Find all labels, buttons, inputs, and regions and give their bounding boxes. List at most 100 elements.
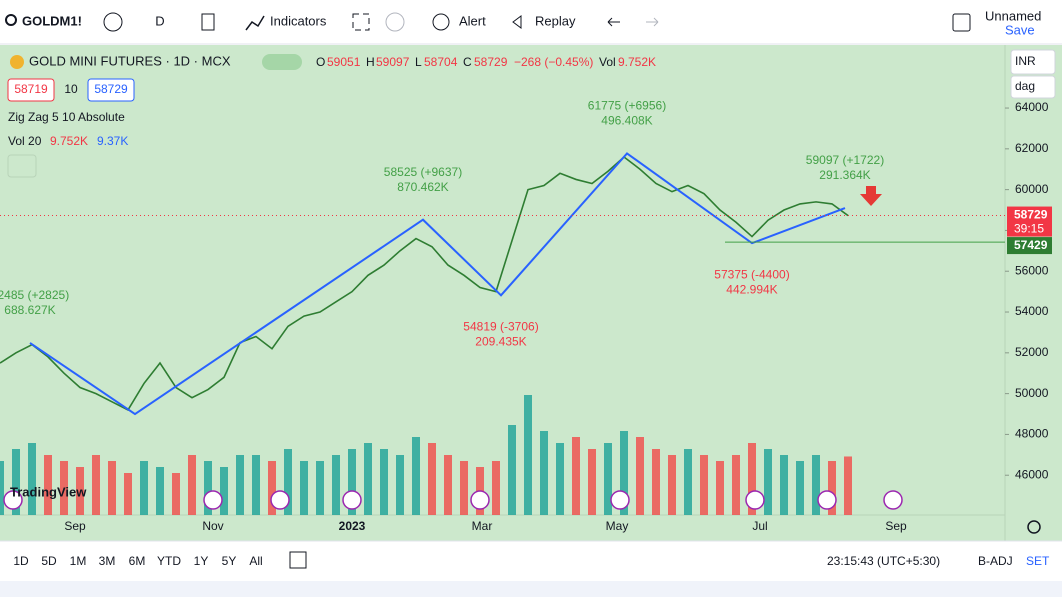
volume-bar	[492, 461, 500, 515]
alert[interactable]: Alert	[459, 13, 486, 28]
toolbar	[0, 0, 1062, 44]
zigzag-label: 57375 (-4400)	[714, 267, 789, 281]
close-label: C	[463, 55, 472, 69]
settings-icon[interactable]	[1027, 520, 1041, 534]
price-line	[0, 155, 849, 411]
volume-bar	[156, 467, 164, 515]
high: 59097	[376, 55, 410, 69]
range-button[interactable]: All	[249, 554, 262, 568]
vol-label: Vol	[599, 55, 616, 69]
currency[interactable]: INR	[1015, 54, 1036, 68]
logo: TradingView	[10, 484, 87, 499]
goto-date[interactable]	[289, 551, 307, 569]
event-icon[interactable]	[270, 490, 290, 510]
zigzag-label: 61775 (+6956)	[588, 99, 666, 113]
ask-box[interactable]	[87, 78, 135, 102]
mode[interactable]: dag	[1015, 79, 1035, 93]
y-tick-label: 46000	[1015, 467, 1049, 481]
event-icon[interactable]	[470, 490, 490, 510]
symbol[interactable]: GOLDM1!	[22, 13, 82, 28]
range-button[interactable]: 1M	[70, 554, 87, 568]
chart-type-icon[interactable]	[201, 13, 215, 31]
event-icon[interactable]	[203, 490, 223, 510]
event-icon[interactable]	[883, 490, 903, 510]
vol-ma: 9.37K	[97, 134, 128, 148]
volume-bar	[444, 455, 452, 515]
zigzag-label: 59097 (+1722)	[806, 153, 884, 167]
x-tick-label: Nov	[202, 519, 223, 533]
bottom-bar	[0, 541, 1062, 581]
range-button[interactable]: 1Y	[194, 554, 209, 568]
vol-study[interactable]: Vol 20	[8, 134, 42, 148]
range-button[interactable]: 3M	[99, 554, 116, 568]
mode-box[interactable]	[1010, 75, 1056, 99]
alert-icon[interactable]	[432, 13, 450, 31]
layouts-icon[interactable]	[352, 13, 370, 31]
volume-bar	[812, 455, 820, 515]
bid[interactable]: 58719	[14, 82, 48, 96]
volume-bar	[124, 473, 132, 515]
event-icon[interactable]	[342, 490, 362, 510]
volume-bar	[796, 461, 804, 515]
save[interactable]: Save	[1005, 22, 1035, 37]
checkbox[interactable]	[952, 13, 971, 32]
spread: 10	[64, 82, 78, 96]
volume-bar	[348, 449, 356, 515]
range-button[interactable]: 5D	[41, 554, 57, 568]
volume-bar	[268, 461, 276, 515]
volume-bar	[748, 443, 756, 515]
event-icon[interactable]	[610, 490, 630, 510]
search-icon[interactable]	[5, 14, 17, 26]
volume-bar	[0, 461, 4, 515]
event-icon[interactable]	[817, 490, 837, 510]
volume-bar	[540, 431, 548, 515]
volume-bar	[364, 443, 372, 515]
range-button[interactable]: 5Y	[222, 554, 237, 568]
ask[interactable]: 58729	[94, 82, 128, 96]
currency-box[interactable]	[1010, 49, 1056, 75]
bid-box[interactable]	[7, 78, 55, 102]
zigzag-volume: 496.408K	[601, 114, 652, 128]
zigzag-volume: 291.364K	[819, 168, 870, 182]
session[interactable]: SET	[1026, 554, 1050, 568]
x-tick-label: Sep	[64, 519, 86, 533]
market-status[interactable]	[262, 54, 302, 70]
x-tick-label: Mar	[472, 519, 493, 533]
x-tick-label: May	[606, 519, 629, 533]
ranges: 1D 5D 1M 3M 6M YTD 1Y 5Y All	[13, 554, 262, 568]
volume-bar	[620, 431, 628, 515]
x-tick-label: 2023	[339, 519, 366, 533]
interval[interactable]: D	[155, 13, 164, 28]
undo[interactable]	[607, 17, 620, 27]
indicators[interactable]: Indicators	[270, 13, 327, 28]
range-button[interactable]: YTD	[157, 554, 181, 568]
zigzag-volume: 870.462K	[397, 180, 448, 194]
y-tick-label: 60000	[1015, 182, 1049, 196]
volume-bar	[28, 443, 36, 515]
volume-bar	[332, 455, 340, 515]
zigzag-label: 52485 (+2825)	[0, 288, 69, 302]
volume-bar	[668, 455, 676, 515]
adjust[interactable]: B-ADJ	[978, 554, 1013, 568]
volume-bar	[684, 449, 692, 515]
replay-icon[interactable]	[512, 15, 522, 29]
indicators-icon[interactable]	[245, 15, 265, 31]
vol: 9.752K	[618, 55, 656, 69]
collapse-legend[interactable]	[7, 154, 37, 178]
volume-bar	[764, 449, 772, 515]
range-button[interactable]: 6M	[129, 554, 146, 568]
zigzag-study[interactable]: Zig Zag 5 10 Absolute	[8, 110, 125, 124]
open-label: O	[316, 55, 325, 69]
replay[interactable]: Replay	[535, 13, 576, 28]
line-price: 57429	[1014, 238, 1048, 252]
volume-bar	[44, 455, 52, 515]
add-symbol[interactable]	[103, 12, 123, 32]
volume-bar	[412, 437, 420, 515]
volume-bar	[172, 473, 180, 515]
event-icon[interactable]	[3, 490, 23, 510]
templates-icon[interactable]	[385, 12, 405, 32]
redo[interactable]	[646, 17, 659, 27]
range-button[interactable]: 1D	[13, 554, 29, 568]
event-icon[interactable]	[745, 490, 765, 510]
layout-name[interactable]: Unnamed	[985, 8, 1041, 23]
